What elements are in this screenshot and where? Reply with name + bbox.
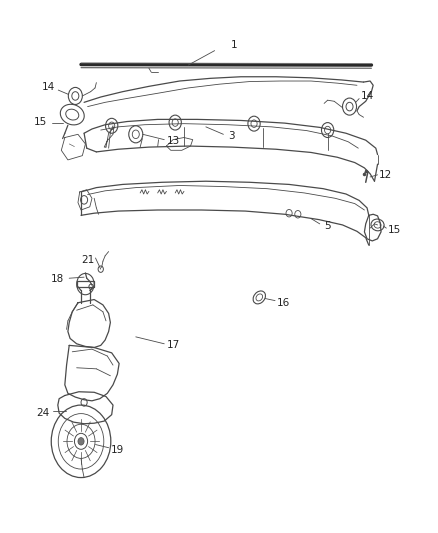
Text: 3: 3 (228, 131, 235, 141)
Text: 16: 16 (277, 298, 290, 308)
Text: 12: 12 (379, 170, 392, 180)
Text: 1: 1 (231, 41, 238, 50)
Text: 14: 14 (360, 91, 374, 101)
Text: 18: 18 (51, 274, 64, 284)
Circle shape (78, 438, 84, 445)
Text: 21: 21 (81, 255, 94, 265)
Text: 17: 17 (166, 341, 180, 350)
Text: 13: 13 (166, 136, 180, 146)
Text: 15: 15 (34, 117, 47, 126)
Text: 24: 24 (36, 408, 49, 417)
Text: 14: 14 (42, 83, 55, 92)
Text: 19: 19 (111, 445, 124, 455)
Text: 5: 5 (324, 221, 331, 231)
Text: 15: 15 (388, 225, 401, 235)
